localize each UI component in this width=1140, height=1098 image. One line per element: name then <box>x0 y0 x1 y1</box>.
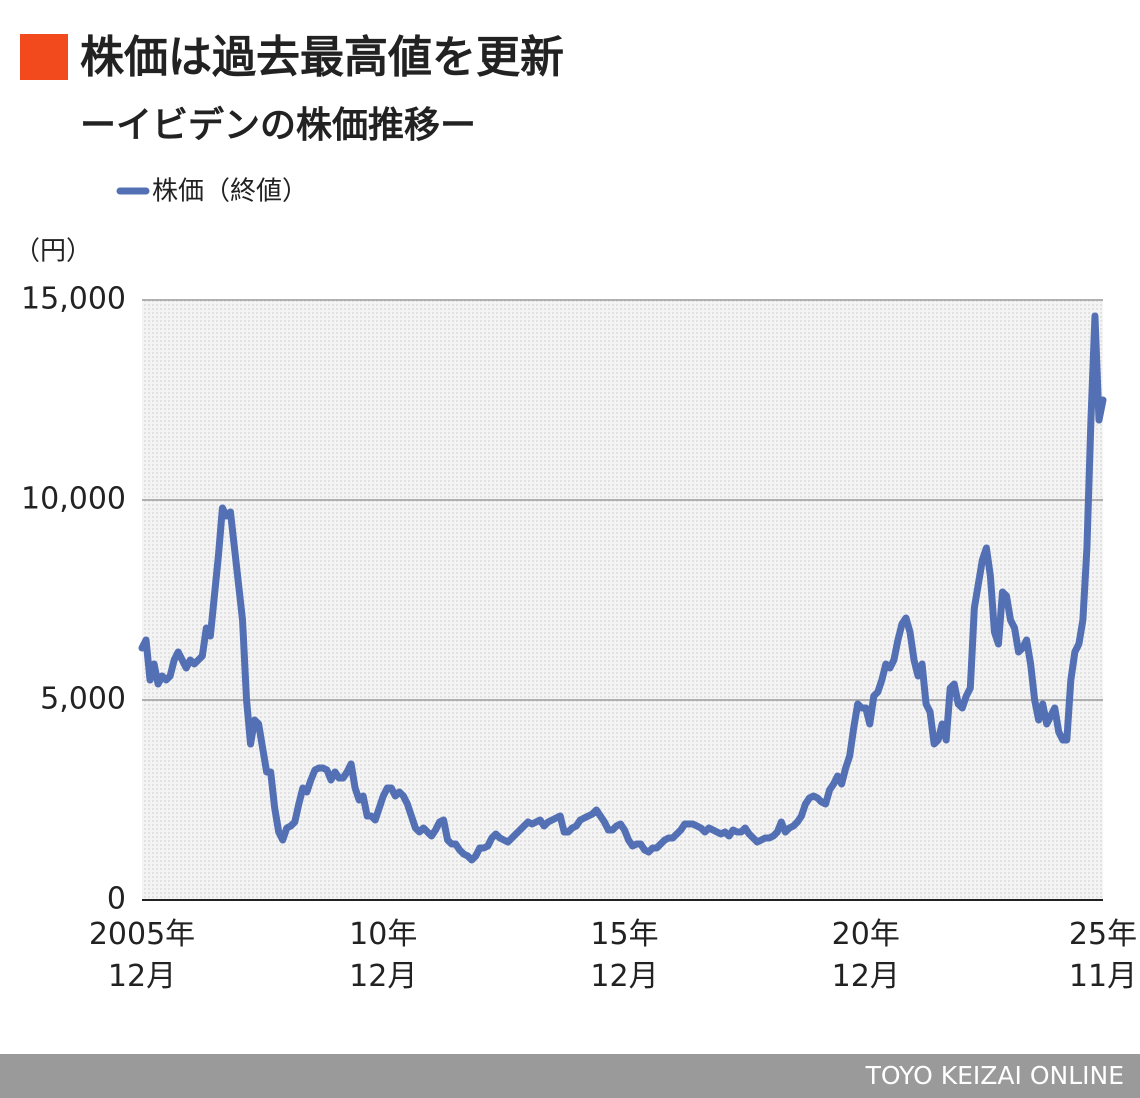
chart-subtitle: ーイビデンの株価推移ー <box>80 104 476 146</box>
title-marker <box>20 34 68 80</box>
x-tick-label: 10年 12月 <box>349 917 418 994</box>
price-line <box>138 312 1107 864</box>
y-tick-label: 15,000 <box>21 282 126 317</box>
chart-title: 株価は過去最高値を更新 <box>80 32 564 83</box>
y-axis-unit: （円） <box>14 237 92 267</box>
footer-bar <box>0 1054 1140 1098</box>
plot-area <box>142 300 1103 900</box>
x-tick-label: 15年 12月 <box>590 917 659 994</box>
y-tick-label: 5,000 <box>40 682 126 717</box>
x-tick-label: 20年 12月 <box>831 917 900 994</box>
legend-label: 株価（終値） <box>152 177 308 207</box>
source: TOYO KEIZAI ONLINE <box>865 1061 1124 1090</box>
x-tick-label: 2005年 12月 <box>88 917 196 994</box>
y-tick-label: 0 <box>107 882 126 917</box>
y-tick-label: 10,000 <box>21 482 126 517</box>
x-tick-label: 25年 11月 <box>1068 917 1138 994</box>
